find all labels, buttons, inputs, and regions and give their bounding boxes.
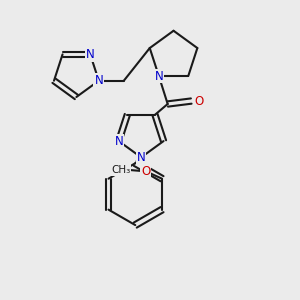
Text: CH₃: CH₃	[111, 165, 130, 175]
Text: N: N	[137, 151, 146, 164]
Text: O: O	[194, 94, 203, 108]
Text: N: N	[94, 74, 103, 87]
Text: N: N	[154, 70, 163, 83]
Text: O: O	[141, 165, 151, 178]
Text: N: N	[86, 48, 94, 61]
Text: N: N	[114, 135, 123, 148]
